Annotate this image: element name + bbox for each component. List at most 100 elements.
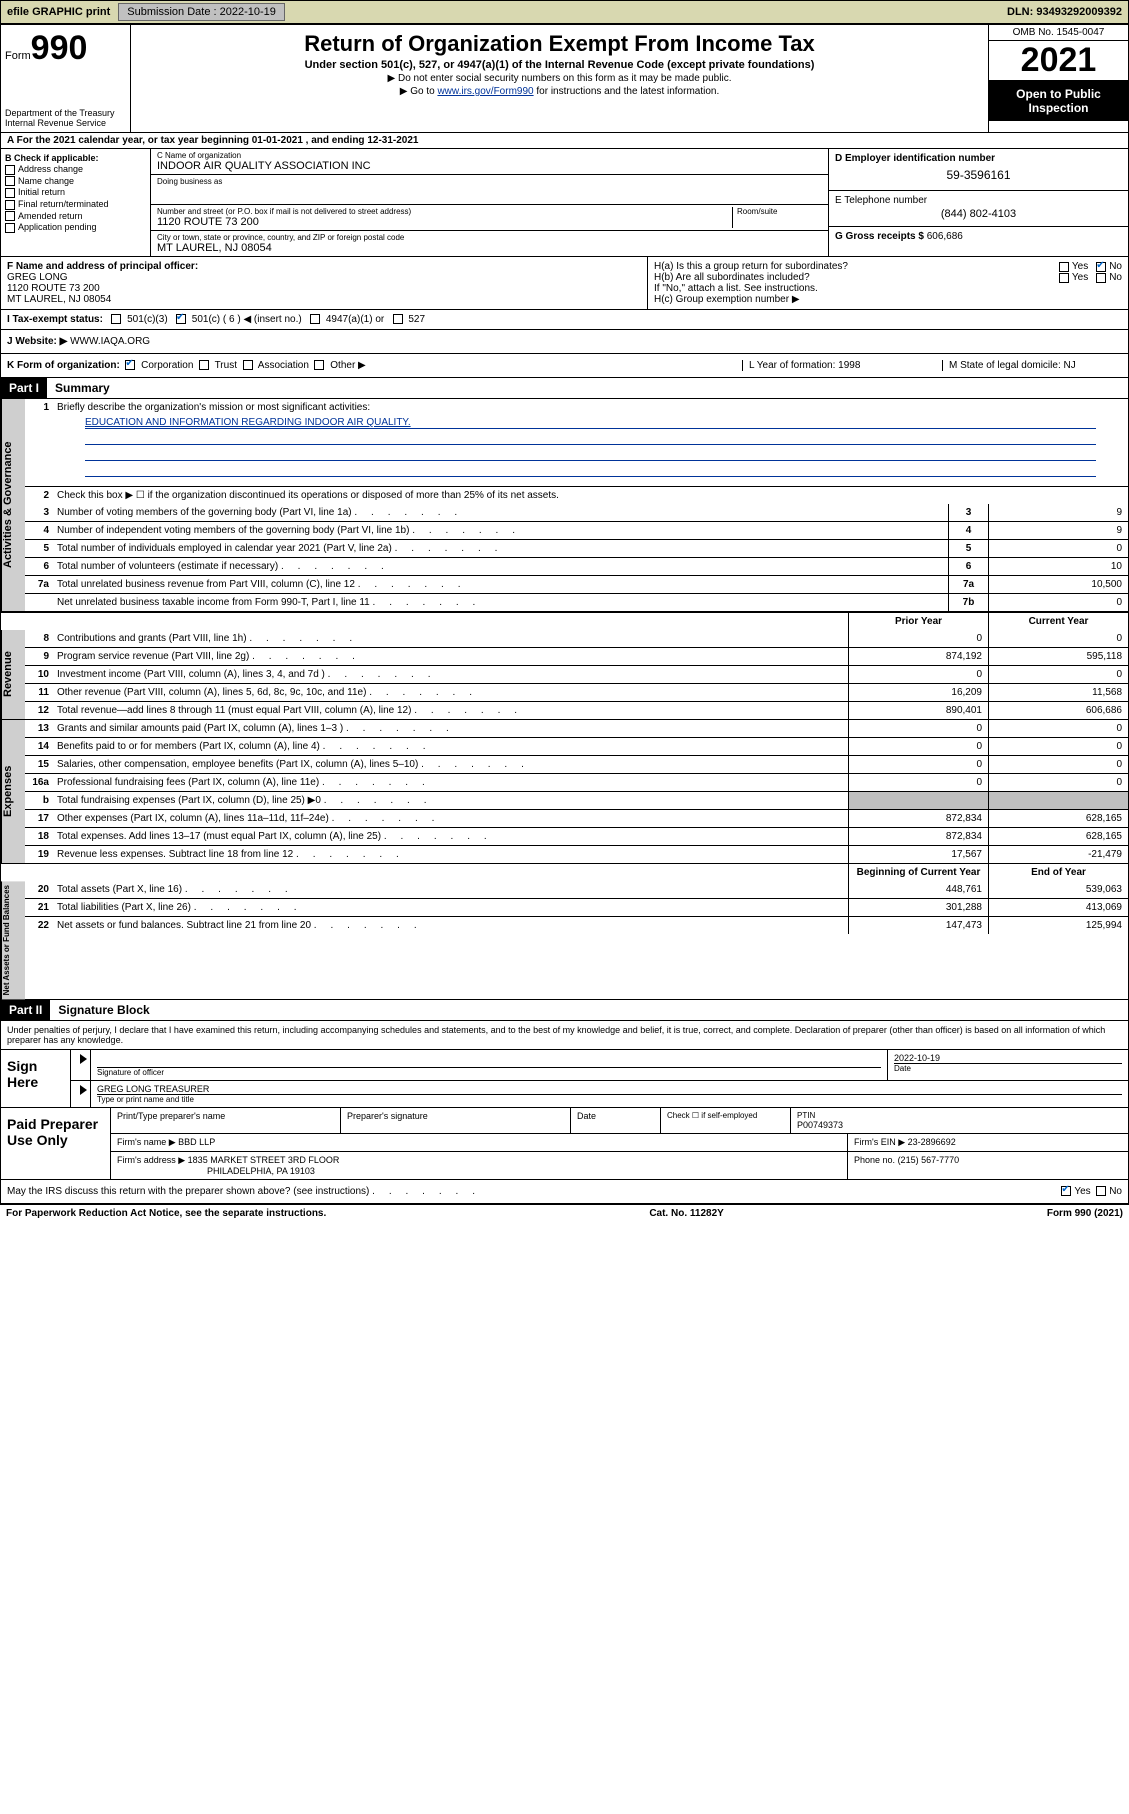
line-box: 7a [948,576,988,593]
chk-527[interactable] [393,314,403,324]
chk-initial-return[interactable]: Initial return [5,187,146,198]
current-amount: 606,686 [988,702,1128,719]
form-header-mid: Return of Organization Exempt From Incom… [131,25,988,132]
sign-date: 2022-10-19 [894,1053,1122,1063]
mission-line [85,431,1096,445]
gross-label: G Gross receipts $ [835,231,924,242]
col-c: C Name of organization INDOOR AIR QUALIT… [151,149,828,256]
chk-final-return[interactable]: Final return/terminated [5,199,146,210]
summary-line: 12Total revenue—add lines 8 through 11 (… [25,701,1128,719]
perjury-declaration: Under penalties of perjury, I declare th… [0,1021,1129,1050]
ha-no-checkbox[interactable] [1096,262,1106,272]
firm-phone-label: Phone no. [854,1155,895,1165]
form-title: Return of Organization Exempt From Incom… [139,31,980,57]
chk-trust[interactable] [199,360,209,370]
line-amount: 0 [988,540,1128,557]
summary-line: 9Program service revenue (Part VIII, lin… [25,647,1128,665]
col-prior-year: Prior Year [848,613,988,630]
section-i: I Tax-exempt status: 501(c)(3) 501(c) ( … [0,310,1129,330]
section-f: F Name and address of principal officer:… [1,257,648,309]
ha-yes-checkbox[interactable] [1059,262,1069,272]
current-amount: 539,063 [988,881,1128,898]
form-header-right: OMB No. 1545-0047 2021 Open to Public In… [988,25,1128,132]
chk-501c3[interactable] [111,314,121,324]
prior-amount: 872,834 [848,810,988,827]
line-text: Total expenses. Add lines 13–17 (must eq… [53,828,848,845]
tab-governance: Activities & Governance [1,399,25,611]
ptin-value: P00749373 [797,1120,1122,1130]
prep-name-label: Print/Type preparer's name [111,1108,341,1133]
chk-4947[interactable] [310,314,320,324]
tel-label: E Telephone number [835,195,1122,206]
open-inspection: Open to Public Inspection [989,81,1128,121]
mission-text[interactable]: EDUCATION AND INFORMATION REGARDING INDO… [85,417,1096,429]
current-amount: 413,069 [988,899,1128,916]
dln-label: DLN: 93493292009392 [1001,6,1128,18]
line-num: 3 [25,504,53,521]
chk-other[interactable] [314,360,324,370]
form-subtitle: Under section 501(c), 527, or 4947(a)(1)… [139,59,980,71]
line-text: Total unrelated business revenue from Pa… [53,576,948,593]
arrow-icon [80,1085,87,1095]
efile-topbar: efile GRAPHIC print Submission Date : 20… [0,0,1129,24]
line-text: Total revenue—add lines 8 through 11 (mu… [53,702,848,719]
current-amount: 595,118 [988,648,1128,665]
summary-line: 21Total liabilities (Part X, line 26)301… [25,898,1128,916]
form-org-label: K Form of organization: [7,360,120,371]
prior-amount: 0 [848,666,988,683]
chk-name-change[interactable]: Name change [5,176,146,187]
submission-date-button[interactable]: Submission Date : 2022-10-19 [118,3,285,21]
chk-address-change[interactable]: Address change [5,164,146,175]
line-text: Total assets (Part X, line 16) [53,881,848,898]
prior-amount: 890,401 [848,702,988,719]
chk-app-pending[interactable]: Application pending [5,222,146,233]
irs-no-checkbox[interactable] [1096,1186,1106,1196]
current-amount: 628,165 [988,810,1128,827]
chk-assoc[interactable] [243,360,253,370]
irs-discuss-row: May the IRS discuss this return with the… [0,1180,1129,1204]
firm-name-label: Firm's name ▶ [117,1137,176,1147]
sig-officer-label: Signature of officer [97,1067,881,1077]
line-text: Net unrelated business taxable income fr… [53,594,948,611]
summary-line: 20Total assets (Part X, line 16)448,7615… [25,881,1128,898]
summary-line: 15Salaries, other compensation, employee… [25,755,1128,773]
chk-amended[interactable]: Amended return [5,211,146,222]
summary-line: 5Total number of individuals employed in… [25,539,1128,557]
form-header-left: Form990 Department of the Treasury Inter… [1,25,131,132]
part2-title: Signature Block [50,1000,157,1020]
chk-corp[interactable] [125,360,135,370]
line-num: 12 [25,702,53,719]
city-value: MT LAUREL, NJ 08054 [157,242,822,254]
efile-label: efile GRAPHIC print [1,6,116,18]
line-num: 10 [25,666,53,683]
section-h: H(a) Is this a group return for subordin… [648,257,1128,309]
hb-yes-checkbox[interactable] [1059,273,1069,283]
line-text: Total fundraising expenses (Part IX, col… [53,792,848,809]
current-amount [988,792,1128,809]
line-num: 19 [25,846,53,863]
section-k: K Form of organization: Corporation Trus… [0,354,1129,378]
prior-amount: 147,473 [848,917,988,934]
prior-amount: 448,761 [848,881,988,898]
hb-no-checkbox[interactable] [1096,273,1106,283]
hb-note: If "No," attach a list. See instructions… [654,283,1122,294]
line-box: 3 [948,504,988,521]
org-name: INDOOR AIR QUALITY ASSOCIATION INC [157,160,822,172]
line-num [25,594,53,611]
chk-501c[interactable] [176,314,186,324]
summary-line: 14Benefits paid to or for members (Part … [25,737,1128,755]
line-text: Other expenses (Part IX, column (A), lin… [53,810,848,827]
summary-line: 19Revenue less expenses. Subtract line 1… [25,845,1128,863]
line-num: 5 [25,540,53,557]
prep-sig-label: Preparer's signature [341,1108,571,1133]
line2-label: Check this box ▶ ☐ if the organization d… [53,487,1128,504]
current-amount: 0 [988,738,1128,755]
arrow-icon [80,1054,87,1064]
section-j: J Website: ▶ WWW.IAQA.ORG [0,330,1129,354]
section-f-h: F Name and address of principal officer:… [0,257,1129,310]
section-a: A For the 2021 calendar year, or tax yea… [0,133,1129,149]
current-amount: 0 [988,630,1128,647]
irs-yes-checkbox[interactable] [1061,1186,1071,1196]
irs-link[interactable]: www.irs.gov/Form990 [437,86,533,97]
current-amount: 0 [988,666,1128,683]
